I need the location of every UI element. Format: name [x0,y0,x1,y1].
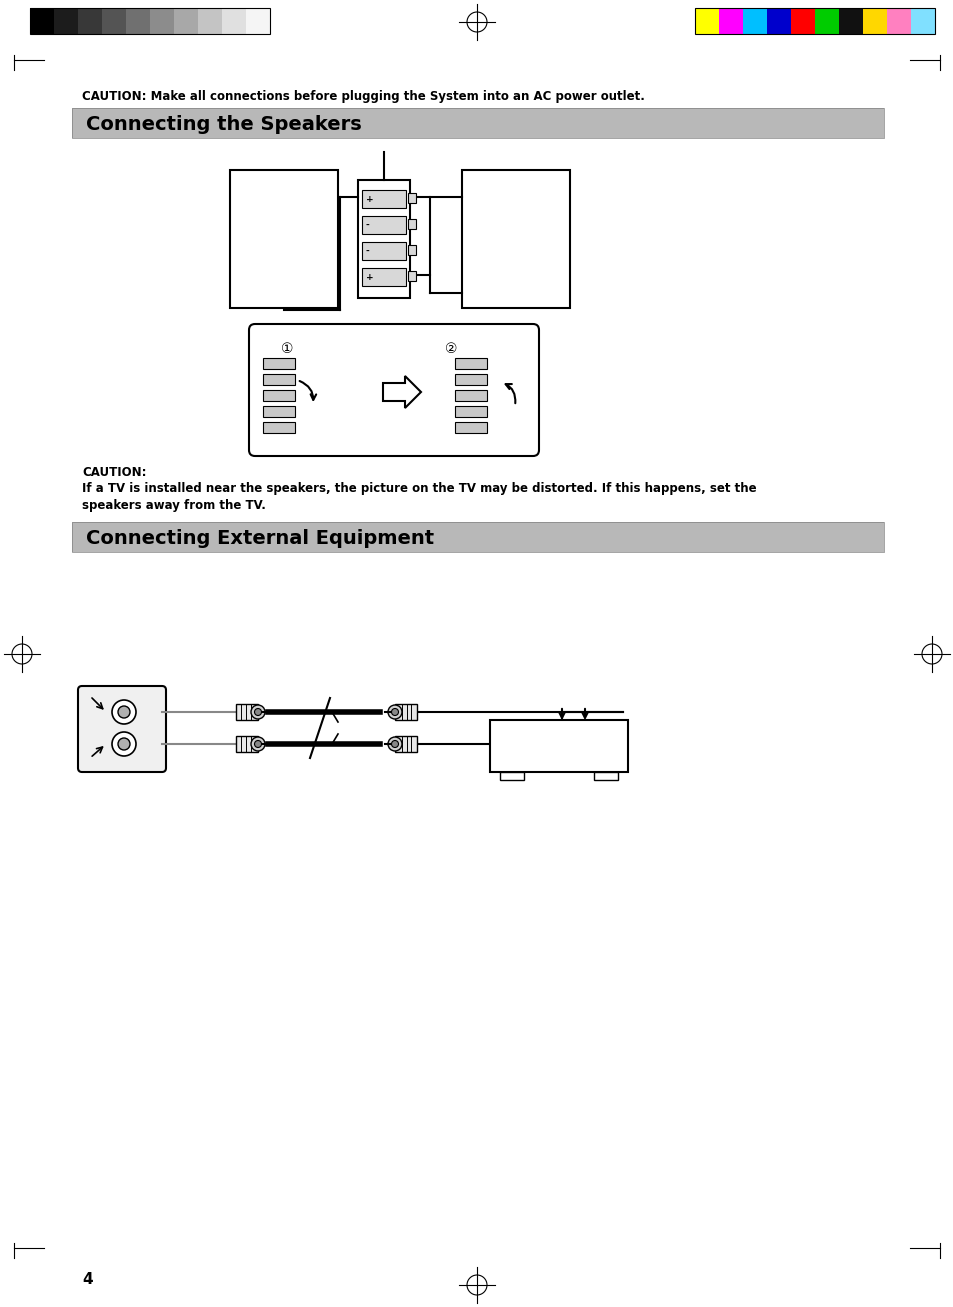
Circle shape [251,704,265,719]
Bar [455,358,486,369]
Bar [263,374,294,386]
Text: CAUTION: Make all connections before plugging the System into an AC power outlet: CAUTION: Make all connections before plu… [82,90,644,103]
Bar [408,220,416,229]
Bar [71,108,883,139]
Bar [461,170,569,308]
Bar [838,8,862,34]
Circle shape [388,737,401,752]
Text: ①: ① [280,342,293,356]
Bar [126,8,150,34]
Bar [408,244,416,255]
Bar [490,720,627,772]
Bar [455,406,486,417]
Bar [766,8,790,34]
Bar [30,8,270,34]
Bar [263,389,294,401]
Bar [198,8,222,34]
Bar [71,521,883,552]
Bar [499,772,523,780]
Circle shape [391,741,398,748]
Bar [361,268,406,286]
Bar [455,389,486,401]
Bar [263,422,294,433]
Bar [173,8,198,34]
Bar [361,216,406,234]
Bar [695,8,719,34]
Bar [594,772,618,780]
Bar [910,8,934,34]
Bar [30,8,54,34]
Text: If a TV is installed near the speakers, the picture on the TV may be distorted. : If a TV is installed near the speakers, … [82,482,756,512]
Bar [719,8,742,34]
Bar [263,406,294,417]
Bar [230,170,337,308]
Bar [235,736,257,752]
Circle shape [391,708,398,715]
Bar [862,8,886,34]
Bar [395,736,416,752]
FancyBboxPatch shape [78,686,166,772]
Bar [814,8,838,34]
Text: Connecting External Equipment: Connecting External Equipment [86,528,434,548]
Circle shape [254,708,261,715]
Circle shape [112,701,136,724]
Bar [408,193,416,203]
Circle shape [118,738,130,750]
Text: -: - [366,221,370,230]
Text: CAUTION:: CAUTION: [82,467,147,478]
Text: +: + [366,272,374,281]
Bar [102,8,126,34]
Bar [695,8,934,34]
Bar [78,8,102,34]
Bar [455,422,486,433]
Text: -: - [366,247,370,255]
Bar [361,242,406,260]
Circle shape [251,737,265,752]
Bar [742,8,766,34]
Circle shape [112,732,136,755]
Bar [790,8,814,34]
Bar [886,8,910,34]
Circle shape [254,741,261,748]
Bar [361,190,406,208]
Text: ②: ② [444,342,456,356]
Bar [408,271,416,281]
Bar [263,358,294,369]
Circle shape [118,706,130,718]
Bar [54,8,78,34]
Bar [235,704,257,720]
Bar [246,8,270,34]
Circle shape [388,704,401,719]
Text: 4: 4 [82,1272,92,1287]
Bar [150,8,173,34]
Text: +: + [366,195,374,204]
Text: Connecting the Speakers: Connecting the Speakers [86,115,361,133]
Bar [395,704,416,720]
Bar [222,8,246,34]
Bar [71,108,883,139]
Bar [357,180,410,298]
Bar [71,521,883,552]
Bar [455,374,486,386]
